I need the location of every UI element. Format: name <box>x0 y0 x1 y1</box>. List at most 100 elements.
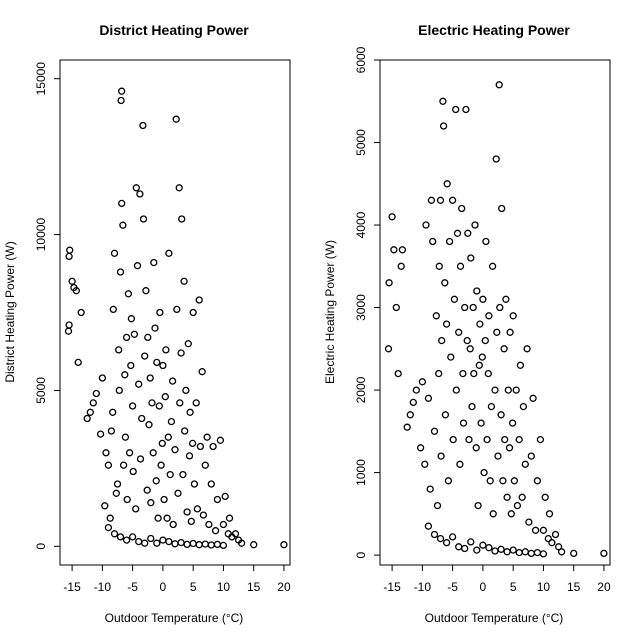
data-point <box>187 517 195 526</box>
data-point <box>171 540 179 548</box>
data-point <box>521 548 529 556</box>
x-axis-label: Outdoor Temperature (°C) <box>105 611 244 625</box>
data-point <box>518 493 526 501</box>
data-point <box>166 470 174 479</box>
x-tick-label: 15 <box>567 580 581 594</box>
data-point <box>505 444 514 452</box>
data-point <box>384 345 393 353</box>
data-point <box>485 312 493 320</box>
data-point <box>182 386 190 395</box>
data-point <box>435 262 443 270</box>
data-point <box>403 423 411 431</box>
data-point <box>455 543 463 551</box>
y-tick-label: 1000 <box>354 459 368 486</box>
data-point <box>475 361 483 369</box>
data-point <box>152 477 160 485</box>
x-tick-label: 0 <box>160 580 167 594</box>
data-point <box>169 520 177 529</box>
y-tick-label: 6000 <box>354 46 368 73</box>
data-point <box>188 439 197 448</box>
data-point <box>438 336 446 345</box>
data-point <box>195 541 203 549</box>
data-point <box>468 402 476 411</box>
x-axis: -15 -10 -5 0 5 10 15 20 <box>63 565 291 594</box>
data-point <box>135 537 143 546</box>
data-point <box>435 369 443 378</box>
x-tick-label: -10 <box>94 580 112 594</box>
data-point <box>64 327 73 335</box>
data-point <box>156 308 164 317</box>
data-point <box>183 540 191 549</box>
data-point <box>397 262 405 270</box>
data-point <box>416 444 425 452</box>
data-point <box>175 184 183 192</box>
data-point <box>481 336 489 345</box>
x-axis-label: Outdoor Temperature (°C) <box>425 611 564 625</box>
data-point <box>221 492 229 501</box>
data-point <box>72 287 80 295</box>
data-point <box>509 312 517 320</box>
data-point <box>92 389 100 398</box>
data-point <box>462 105 470 114</box>
data-point <box>157 461 165 469</box>
data-point <box>495 81 503 89</box>
y-tick-label: 3000 <box>354 294 368 321</box>
data-point <box>493 328 501 336</box>
data-point <box>219 541 228 550</box>
data-point <box>124 290 133 298</box>
data-point <box>171 446 179 454</box>
data-point <box>500 345 508 353</box>
data-point <box>118 87 126 95</box>
data-point <box>418 378 427 386</box>
data-point <box>461 544 469 553</box>
data-point <box>497 545 505 553</box>
data-point <box>121 371 129 379</box>
data-point <box>442 320 451 328</box>
data-point <box>437 452 445 460</box>
data-point <box>398 246 407 254</box>
data-point <box>110 249 119 257</box>
data-point <box>109 305 117 314</box>
data-point <box>409 398 417 407</box>
data-point <box>507 510 515 518</box>
data-point <box>190 480 199 488</box>
data-point <box>237 539 246 547</box>
data-point <box>96 430 105 438</box>
data-point <box>177 538 185 547</box>
data-point <box>116 533 125 541</box>
data-point <box>388 213 396 221</box>
data-point <box>167 417 176 426</box>
data-point <box>110 530 119 538</box>
data-point <box>467 538 475 546</box>
data-point <box>510 477 519 485</box>
data-point <box>189 308 197 317</box>
data-point <box>492 155 500 163</box>
data-point <box>164 433 172 441</box>
data-point <box>470 369 478 378</box>
data-point <box>465 435 473 444</box>
data-point <box>452 105 460 114</box>
data-point <box>453 229 462 237</box>
data-point <box>464 229 472 237</box>
data-point <box>65 252 73 261</box>
data-point <box>186 408 194 416</box>
data-point <box>86 408 94 416</box>
data-point <box>119 461 128 469</box>
data-point <box>231 530 240 538</box>
data-point <box>385 279 393 287</box>
data-point <box>527 452 535 460</box>
data-point <box>117 96 125 105</box>
data-point <box>519 402 528 411</box>
plot-frame <box>379 59 611 566</box>
data-point <box>444 477 453 485</box>
data-point <box>570 549 578 558</box>
data-point <box>163 514 171 522</box>
data-point <box>158 439 166 448</box>
x-tick-label: 5 <box>190 580 197 594</box>
data-point <box>89 399 97 407</box>
data-point <box>145 421 153 429</box>
data-point <box>133 262 142 270</box>
data-point <box>473 546 481 554</box>
data-point <box>448 533 457 541</box>
data-point <box>159 361 167 370</box>
